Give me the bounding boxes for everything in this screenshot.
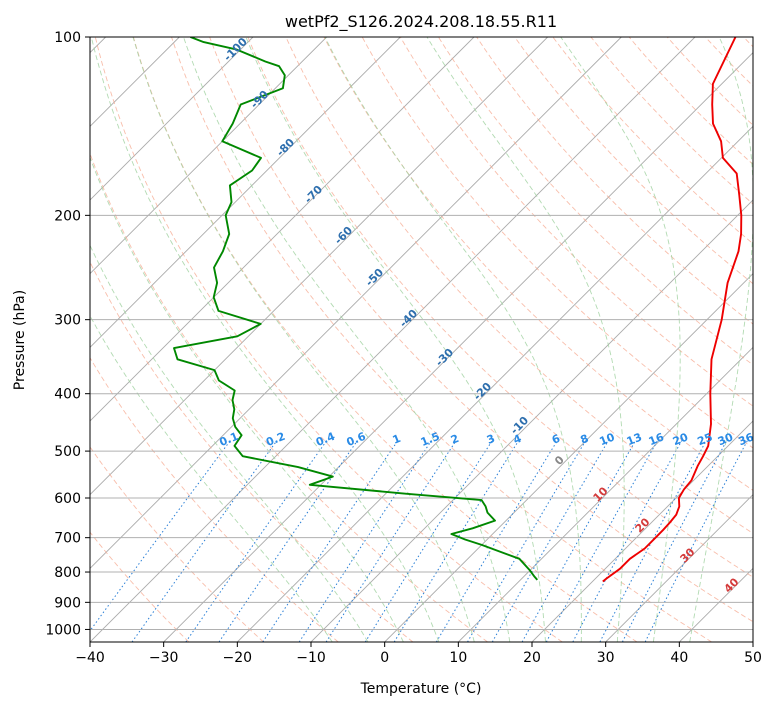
x-tick-label: −30: [149, 650, 179, 666]
x-tick-label: 40: [670, 650, 688, 666]
y-tick-label: 400: [54, 387, 81, 403]
y-tick-label: 1000: [45, 622, 81, 638]
y-tick-label: 900: [54, 595, 81, 611]
y-axis-label: Pressure (hPa): [12, 290, 28, 390]
x-tick-label: 10: [449, 650, 467, 666]
y-tick-label: 500: [54, 444, 81, 460]
x-tick-label: −10: [296, 650, 326, 666]
y-tick-label: 600: [54, 491, 81, 507]
x-tick-label: 50: [744, 650, 762, 666]
x-axis-label: Temperature (°C): [360, 681, 482, 697]
x-tick-label: −20: [223, 650, 253, 666]
x-tick-label: 30: [597, 650, 615, 666]
y-tick-label: 200: [54, 208, 81, 224]
y-tick-label: 800: [54, 565, 81, 581]
y-tick-label: 300: [54, 313, 81, 329]
x-tick-label: 20: [523, 650, 541, 666]
chart-title: wetPf2_S126.2024.208.18.55.R11: [285, 12, 557, 32]
x-tick-label: 0: [380, 650, 389, 666]
plot-background: [90, 37, 753, 642]
y-tick-label: 100: [54, 30, 81, 46]
x-tick-label: −40: [75, 650, 105, 666]
y-tick-label: 700: [54, 531, 81, 547]
